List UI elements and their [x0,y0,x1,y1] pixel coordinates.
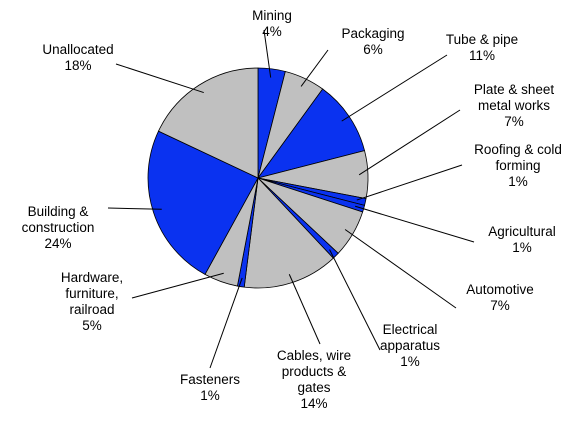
pie-slice-building-construction [147,130,259,275]
slice-value-label: 6% [363,42,383,57]
slice-label-building-construction: Building & construction 24% [22,204,95,251]
slice-value-label: 18% [64,58,91,73]
slice-value-label: 1% [508,174,528,189]
slice-category-label: Tube & pipe [446,32,518,47]
slice-value-label: 14% [300,396,327,411]
leader-line-plate-sheet-metal-works [358,109,461,176]
slice-category-label: furniture, [65,286,118,301]
slice-category-label: Cables, wire [277,348,351,363]
slice-category-label: Packaging [341,26,404,41]
slice-category-label: metal works [478,98,550,113]
slice-value-label: 11% [469,48,495,63]
slice-category-label: forming [495,158,540,173]
slice-category-label: Roofing & cold [474,142,562,157]
slice-category-label: Agricultural [488,224,556,239]
slice-category-label: Building & [28,204,89,219]
slice-label-hardware-furniture-railroad: Hardware, furniture, railroad 5% [61,270,123,333]
slice-label-cables-wire-products-gates: Cables, wire products & gates 14% [277,348,351,411]
leader-line-building-construction [107,207,162,210]
slice-value-label: 7% [490,298,510,313]
slice-value-label: 4% [262,24,282,39]
slice-label-mining: Mining 4% [252,8,292,39]
pie-slices [147,67,369,289]
pie-slice-unallocated [157,67,259,179]
slice-category-label: Fasteners [180,372,240,387]
slice-value-label: 5% [82,318,102,333]
leader-line-cables-wire-products-gates [288,274,321,345]
slice-label-unallocated: Unallocated 18% [42,42,113,73]
pie-slice-cables-wire-products-gates [243,177,334,289]
slice-category-label: apparatus [380,338,440,353]
slice-label-automotive: Automotive 7% [466,282,534,313]
leader-line-automotive [344,229,457,309]
leader-line-hardware-furniture-railroad [131,272,224,299]
slice-category-label: Unallocated [42,42,113,57]
slice-label-electrical-apparatus: Electrical apparatus 1% [380,322,440,369]
leader-line-electrical-apparatus [329,249,381,351]
slice-value-label: 24% [44,236,71,251]
slice-label-tube-pipe: Tube & pipe 11% [446,32,518,63]
leader-line-agricultural [355,205,475,243]
leader-line-tube-pipe [341,54,448,122]
leader-line-fasteners [209,277,243,369]
slice-value-label: 1% [200,388,220,403]
slice-category-label: railroad [69,302,114,317]
slice-label-roofing-cold-forming: Roofing & cold forming 1% [474,142,562,189]
slice-label-fasteners: Fasteners 1% [180,372,240,403]
slice-label-plate-sheet-metal-works: Plate & sheet metal works 7% [474,82,555,129]
slice-value-label: 7% [504,114,524,129]
slice-labels: Mining 4% Packaging 6% Tube & pipe 11% Plate &… [22,8,562,411]
leader-line-mining [263,29,272,78]
slice-category-label: Plate & sheet [474,82,555,97]
slice-category-label: Mining [252,8,292,23]
slice-category-label: Hardware, [61,270,123,285]
slice-label-agricultural: Agricultural 1% [488,224,556,255]
slice-value-label: 1% [400,354,420,369]
leader-lines [107,29,475,369]
slice-value-label: 1% [512,240,532,255]
slice-category-label: Automotive [466,282,534,297]
leader-line-packaging [300,49,329,87]
slice-category-label: Electrical [383,322,438,337]
slice-category-label: products & [282,364,347,379]
leader-line-unallocated [115,63,204,94]
leader-line-roofing-cold-forming [356,164,463,201]
slice-category-label: gates [297,380,330,395]
slice-category-label: construction [22,220,95,235]
slice-label-packaging: Packaging 6% [341,26,404,57]
